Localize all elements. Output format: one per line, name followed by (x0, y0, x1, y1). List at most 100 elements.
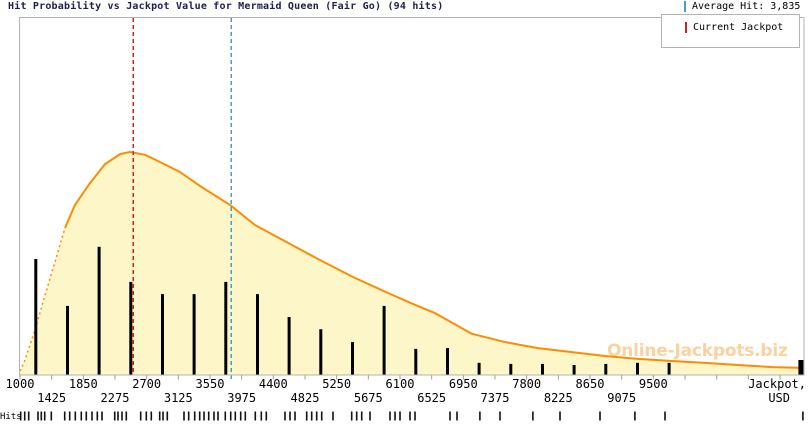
histogram-bar (414, 348, 418, 375)
hit-rug-tick (634, 411, 636, 421)
hit-rug-tick (158, 411, 161, 421)
hit-rug-tick (244, 411, 247, 421)
hit-rug-tick (802, 411, 804, 421)
hit-rug-tick (40, 411, 43, 421)
hit-rug-tick (559, 411, 561, 421)
hit-rug-tick (499, 411, 501, 421)
average-hit-line-marker-icon (684, 1, 686, 12)
watermark: Online-Jackpots.biz (607, 341, 788, 361)
hit-rug-tick (599, 411, 601, 421)
x-tick-label: 9075 (607, 391, 637, 405)
hit-rug-tick (193, 411, 196, 421)
hit-rug-tick (117, 411, 119, 421)
histogram-bar (667, 362, 671, 375)
legend-item-current-jackpot: Current Jackpot (685, 22, 783, 33)
hit-rug-tick (80, 411, 83, 421)
hit-rug-tick (43, 411, 46, 421)
hit-rug-tick (63, 411, 66, 421)
hit-rug-tick (289, 411, 291, 421)
hit-rug-tick (207, 411, 210, 421)
histogram-bar (192, 294, 196, 375)
hit-rug-tick (96, 411, 99, 421)
histogram-bar (161, 294, 164, 375)
x-tick-label: 8225 (543, 391, 573, 405)
hit-rug-tick (139, 411, 142, 421)
x-tick-label: 4400 (258, 377, 288, 391)
current-jackpot-label: Current Jackpot (693, 22, 784, 33)
hit-rug-tick (315, 411, 318, 421)
x-tick-label: 8650 (575, 377, 605, 391)
hit-rug-tick (19, 411, 22, 421)
x-tick-label: 1425 (37, 391, 67, 405)
hit-rug-tick (198, 411, 201, 421)
histogram-bar (97, 246, 101, 375)
histogram-bar (34, 259, 38, 375)
histogram-bar (509, 363, 513, 375)
hit-rug-tick (50, 411, 53, 421)
histogram-bar (541, 363, 544, 375)
legend-box: Current Jackpot (661, 14, 800, 48)
hit-rug-tick (23, 411, 26, 421)
hit-rug-tick (68, 411, 71, 421)
hit-rug-tick (394, 411, 396, 421)
x-tick-label: 2275 (100, 391, 130, 405)
hit-rug-tick (409, 411, 411, 421)
histogram-bar (382, 305, 386, 375)
x-tick-label: 7800 (512, 377, 542, 391)
x-tick-label: 6525 (417, 391, 447, 405)
histogram-bar (636, 362, 639, 375)
hit-rug-tick (456, 411, 458, 421)
hit-rug-tick (239, 411, 242, 421)
x-tick-label: 5675 (353, 391, 383, 405)
hit-rug-tick (183, 411, 185, 421)
hit-rug-tick (113, 411, 116, 421)
hit-rug-tick (145, 411, 148, 421)
hit-rug-tick (121, 411, 123, 421)
hit-rug-tick (350, 411, 353, 421)
density-curve (64, 150, 804, 369)
hit-rug-tick (332, 411, 334, 421)
plot-border (19, 17, 805, 376)
histogram-bar (477, 362, 481, 375)
histogram-bar (572, 365, 576, 375)
hit-rug-tick (254, 411, 257, 421)
hit-rug-tick (389, 411, 391, 421)
hit-rug-tick (229, 411, 232, 421)
density-curve-dotted-segment (19, 227, 66, 372)
hit-rug-tick (162, 411, 164, 421)
hits-rug-label: Hits (0, 412, 22, 422)
hit-rug-tick (310, 411, 313, 421)
histogram-bar (129, 281, 133, 375)
hit-rug-tick (37, 411, 39, 421)
hit-rug-tick (150, 411, 153, 421)
x-tick-label: 1850 (68, 377, 98, 391)
x-axis-unit-label-line2: USD (768, 391, 790, 405)
chart-title: Hit Probability vs Jackpot Value for Mer… (8, 1, 444, 12)
hit-rug-tick (449, 411, 451, 421)
histogram-bar (319, 329, 323, 375)
hit-rug-tick (260, 411, 263, 421)
hit-rug-tick (91, 411, 93, 421)
hit-rug-tick (369, 411, 371, 421)
hit-rug-tick (305, 411, 308, 421)
hit-rug-tick (664, 411, 666, 421)
histogram-bar (604, 363, 608, 375)
histogram-bar (224, 281, 228, 375)
histogram-bar (287, 317, 291, 375)
x-axis-unit-label-line1: Jackpot, (748, 377, 806, 391)
hit-rug-tick (355, 411, 358, 421)
x-tick-label: 3975 (227, 391, 257, 405)
histogram-bar (798, 360, 804, 375)
x-tick-label: 5250 (322, 377, 352, 391)
hit-rug-tick (203, 411, 205, 421)
hit-rug-tick (532, 411, 534, 421)
hit-rug-tick (213, 411, 215, 421)
legend-item-average-hit: Average Hit: 3,835 (684, 1, 800, 12)
hit-rug-tick (479, 411, 481, 421)
histogram-bar (351, 342, 354, 375)
hit-rug-tick (414, 411, 416, 421)
hit-rug-tick (320, 411, 323, 421)
hit-rug-tick (166, 411, 169, 421)
